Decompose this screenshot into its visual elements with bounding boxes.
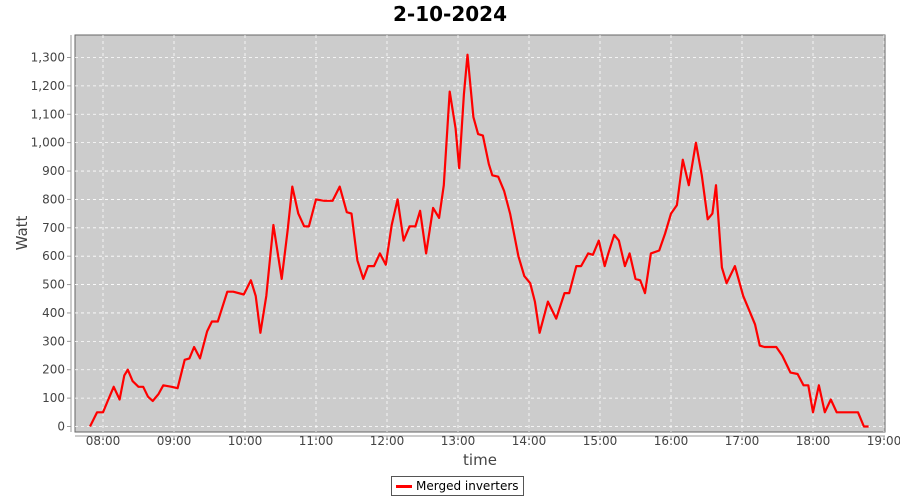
x-tick-label: 10:00	[228, 434, 263, 448]
plot-area	[74, 34, 886, 433]
y-tick-label: 400	[42, 306, 65, 320]
y-tick-label: 100	[42, 391, 65, 405]
y-tick-label: 500	[42, 278, 65, 292]
axes: 0 100 200 300 400 500 600 700 800 900 1,000 1,100 1,…	[31, 35, 900, 448]
x-tick-label: 14:00	[512, 434, 547, 448]
y-tick-label: 0	[57, 420, 65, 434]
y-tick-label: 1,200	[31, 79, 65, 93]
series-line-merged-inverters	[89, 53, 869, 428]
x-tick-label: 19:00	[867, 434, 900, 448]
y-tick-label: 700	[42, 221, 65, 235]
y-axis-label: Watt	[13, 215, 31, 250]
y-tick-label: 800	[42, 192, 65, 206]
y-tick-label: 300	[42, 334, 65, 348]
x-tick-label: 17:00	[725, 434, 760, 448]
x-tick-label: 13:00	[441, 434, 476, 448]
y-tick-label: 200	[42, 363, 65, 377]
series-lines	[89, 53, 869, 428]
y-tick-label: 1,300	[31, 51, 65, 65]
x-tick-label: 16:00	[654, 434, 689, 448]
x-tick-label: 18:00	[796, 434, 831, 448]
y-tick-label: 1,100	[31, 107, 65, 121]
x-tick-label: 09:00	[157, 434, 192, 448]
x-axis-label: time	[463, 451, 497, 469]
x-tick-label: 15:00	[583, 434, 618, 448]
x-tick-label: 08:00	[86, 434, 121, 448]
y-tick-label: 600	[42, 249, 65, 263]
chart-title: 2-10-2024	[392, 2, 507, 26]
x-tick-label: 12:00	[370, 434, 405, 448]
x-tick-label: 11:00	[299, 434, 334, 448]
grid	[75, 35, 885, 432]
legend: Merged inverters	[391, 476, 524, 496]
legend-swatch	[396, 484, 412, 488]
y-tick-label: 1,000	[31, 136, 65, 150]
legend-label: Merged inverters	[416, 479, 519, 493]
y-tick-label: 900	[42, 164, 65, 178]
